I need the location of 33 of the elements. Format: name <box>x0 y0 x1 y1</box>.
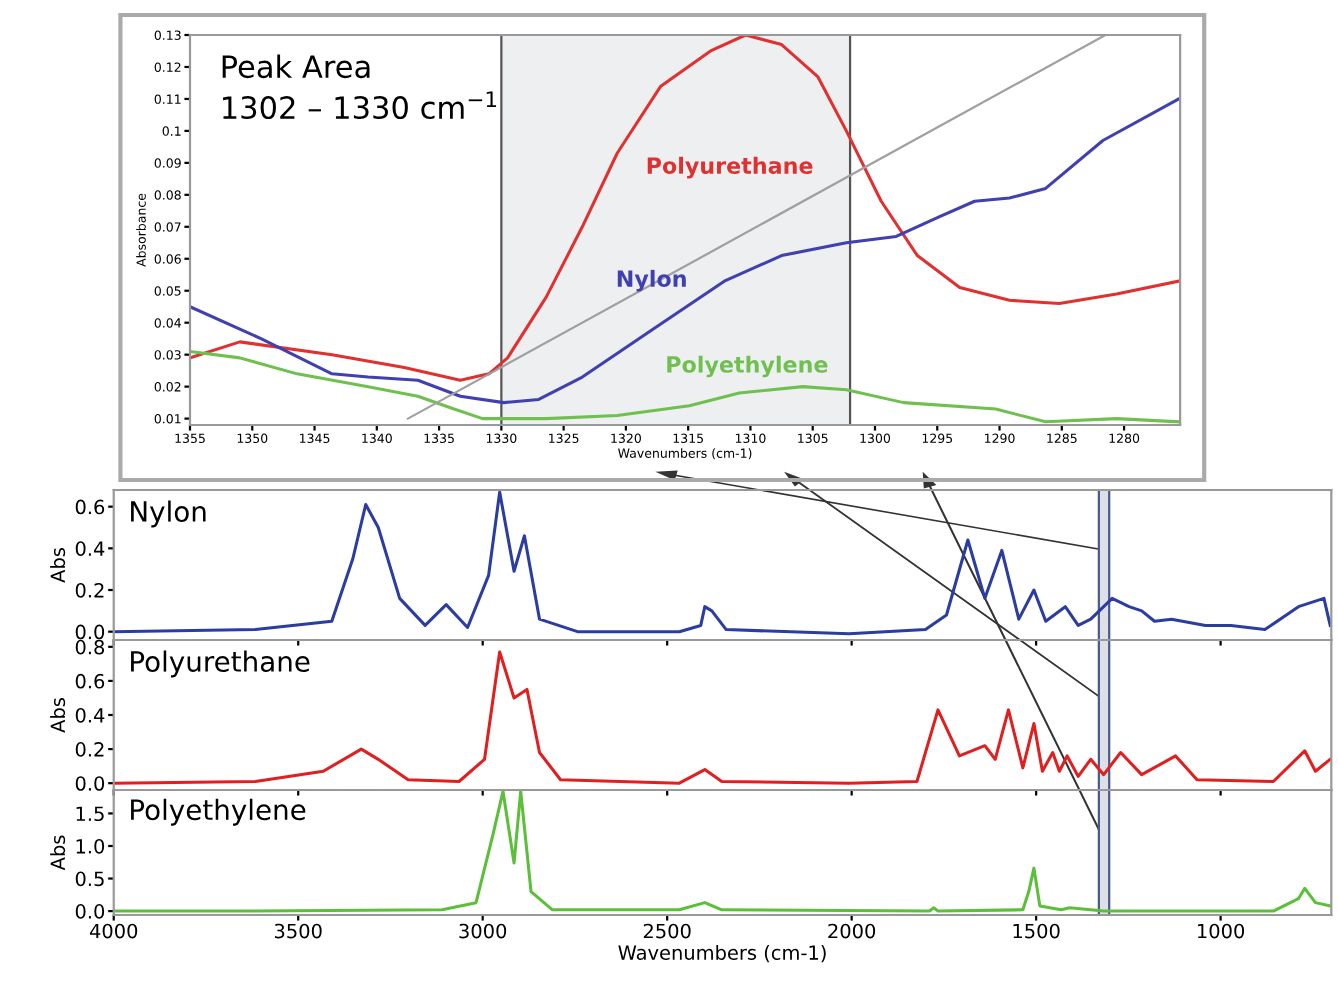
x-tick-label: 3000 <box>459 923 507 939</box>
x-tick-label: 4000 <box>89 923 138 939</box>
y-tick-label: 0.6 <box>75 673 105 689</box>
y-axis-title: Abs <box>50 835 66 871</box>
y-tick-label: 0.5 <box>75 871 104 887</box>
series-label: Polyethylene <box>667 355 828 378</box>
y-tick-label: 0.0 <box>75 624 105 640</box>
line-series <box>113 650 1332 785</box>
x-axis-title: Wavenumbers (cm-1) <box>618 944 826 963</box>
y-tick-label: 0.0 <box>75 904 105 919</box>
annotation: Peak Area 1302 – 1330 cm$^{−1}$ <box>222 54 497 120</box>
series-label: Nylon <box>617 269 686 292</box>
x-tick-label: 3500 <box>274 923 322 939</box>
text: Polyurethane <box>131 650 310 678</box>
y-tick-label: 0.2 <box>75 582 104 598</box>
y-tick-label: 1.5 <box>76 806 104 822</box>
x-tick-label: 1000 <box>1198 923 1245 939</box>
y-axis-title: Abs <box>50 698 66 733</box>
y-tick-label: 0.8 <box>75 639 105 655</box>
text: Nylon <box>131 500 206 528</box>
y-tick-label: 0.6 <box>75 499 105 515</box>
y-tick-label: 0.4 <box>75 707 105 723</box>
y-tick-label: 0.2 <box>75 742 104 757</box>
line-series <box>113 490 1332 636</box>
text: Polyethylene <box>131 798 306 826</box>
y-axis-title: Abs <box>50 548 66 583</box>
series-label: Polyurethane <box>647 156 813 179</box>
y-tick-label: 1.0 <box>76 838 105 854</box>
y-tick-label: 0.0 <box>75 776 105 791</box>
x-tick-label: 2500 <box>643 923 691 939</box>
x-tick-label: 1500 <box>1013 923 1060 939</box>
x-tick-label: 2000 <box>828 923 876 939</box>
y-tick-label: 0.4 <box>75 541 105 556</box>
